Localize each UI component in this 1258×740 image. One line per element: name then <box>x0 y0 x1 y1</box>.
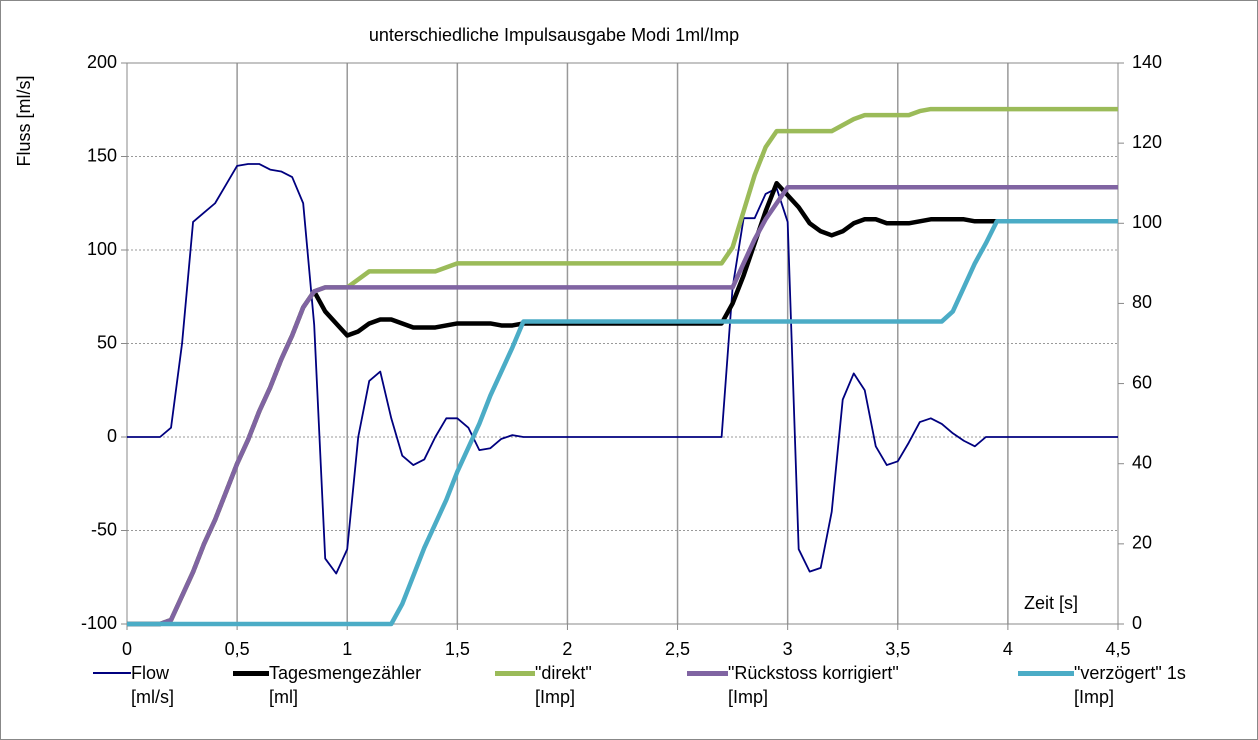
y-tick-label: 0 <box>107 426 117 446</box>
x-tick-label: 0 <box>122 639 132 659</box>
legend-label: "verzögert" 1s [Imp] <box>1074 663 1186 707</box>
x-tick-label: 3,5 <box>885 639 910 659</box>
y-tick-label: 200 <box>87 52 117 72</box>
legend-swatch <box>93 672 131 674</box>
series-line <box>127 180 1118 627</box>
x-tick-label: 2,5 <box>665 639 690 659</box>
y-tick-label: -50 <box>91 519 117 539</box>
x-tick-label: 0,5 <box>225 639 250 659</box>
x-tick-label: 2 <box>562 639 572 659</box>
y2-tick-label: 120 <box>1132 132 1162 152</box>
chart-title: unterschiedliche Impulsausgabe Modi 1ml/… <box>369 25 739 45</box>
legend-swatch <box>233 671 269 676</box>
y-tick-label: 150 <box>87 145 117 165</box>
series-line <box>127 163 1118 575</box>
y-tick-label: -100 <box>81 613 117 633</box>
legend-label: Tagesmengezähler [ml] <box>269 663 422 707</box>
y2-tick-label: 60 <box>1132 372 1152 392</box>
y2-tick-label: 40 <box>1132 452 1152 472</box>
legend-swatch <box>687 671 728 676</box>
y2-tick-label: 0 <box>1132 613 1142 633</box>
y-axis-label: Fluss [ml/s] <box>14 75 34 166</box>
y-tick-label: 100 <box>87 239 117 259</box>
legend-label: "Rückstoss korrigiert" [Imp] <box>728 663 899 707</box>
x-tick-label: 4,5 <box>1105 639 1130 659</box>
legend-swatch <box>495 671 535 676</box>
legend-label: Flow [ml/s] <box>131 663 174 707</box>
legend-swatch <box>1018 671 1074 676</box>
x-tick-label: 4 <box>1003 639 1013 659</box>
x-tick-label: 1 <box>342 639 352 659</box>
series-line <box>127 219 1118 627</box>
y2-tick-label: 140 <box>1132 52 1162 72</box>
x-tick-label: 3 <box>783 639 793 659</box>
y-tick-label: 50 <box>97 332 117 352</box>
x-tick-label: 1,5 <box>445 639 470 659</box>
series-line <box>127 184 1118 627</box>
y2-tick-label: 20 <box>1132 533 1152 553</box>
legend-label: "direkt" [Imp] <box>535 663 592 707</box>
y2-tick-label: 100 <box>1132 212 1162 232</box>
x-axis-annotation: Zeit [s] <box>1024 593 1078 613</box>
y2-tick-label: 80 <box>1132 292 1152 312</box>
plot-frame <box>126 62 1119 625</box>
